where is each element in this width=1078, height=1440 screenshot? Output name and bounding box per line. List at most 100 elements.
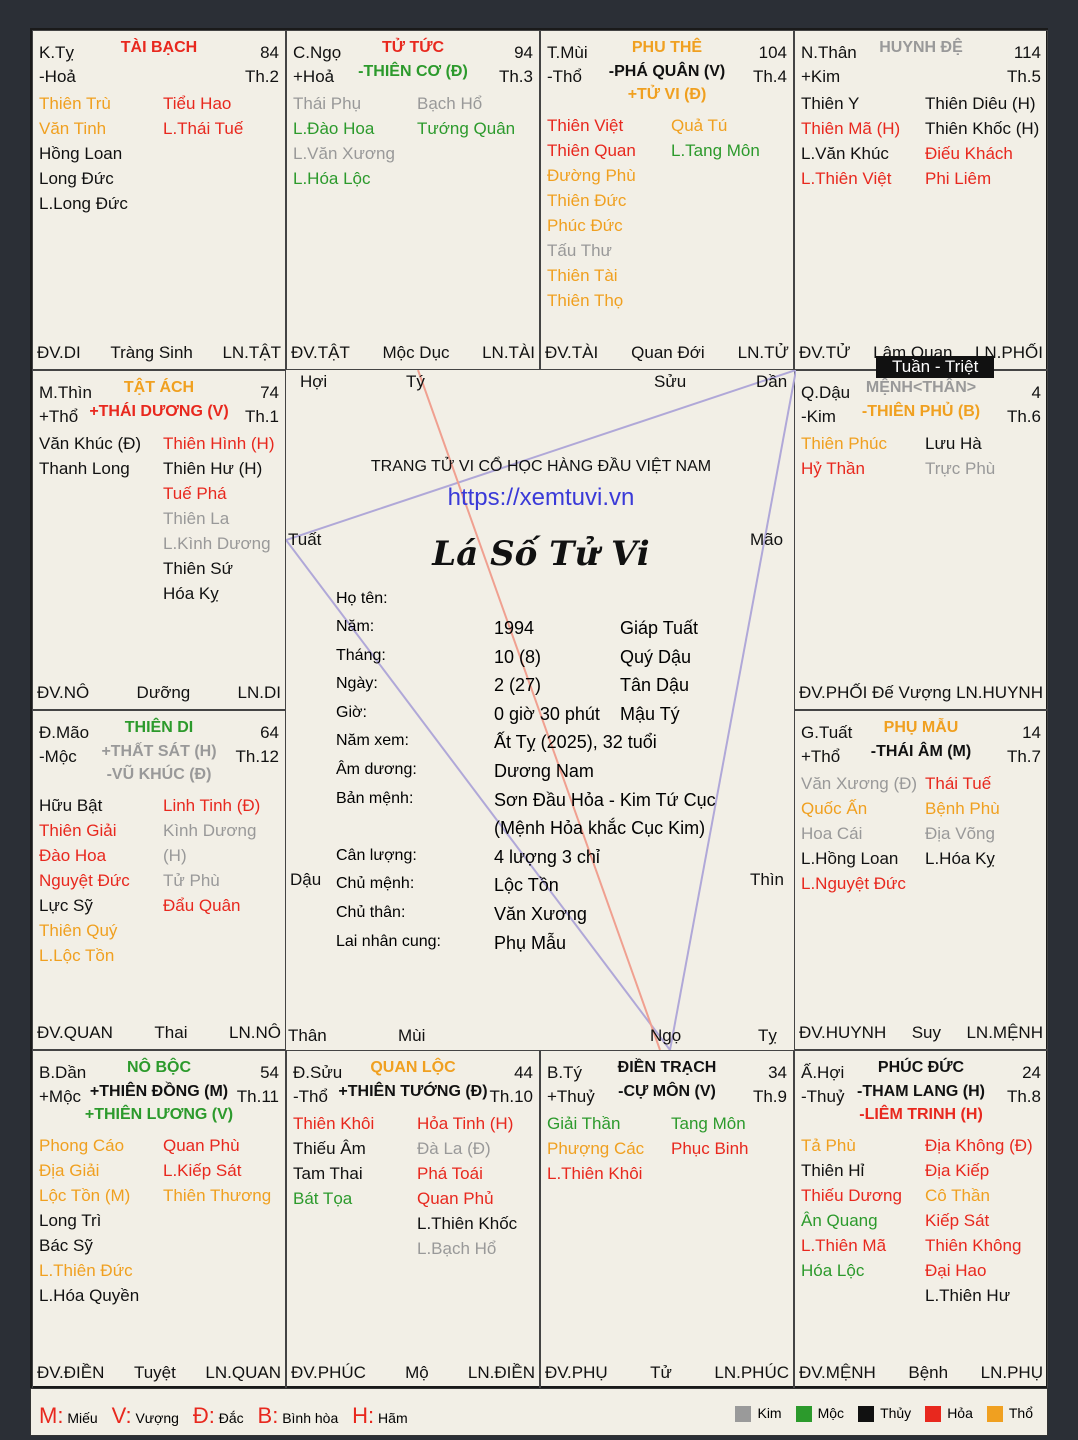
chart-board: K.Tỵ -Hoả TÀI BẠCH 84 Th.2 Thiên Trù Văn Tinh H…	[30, 28, 1048, 1390]
truong-sinh-label: Tử	[650, 1363, 672, 1382]
palace-footer: ĐV.PHÚC Mộ LN.ĐIỀN	[291, 1363, 535, 1383]
palace-stem-branch: G.Tuất	[801, 723, 853, 742]
major-star: +THẤT SÁT (H)	[101, 743, 217, 760]
info-value: 2 (27)	[494, 675, 542, 696]
minor-star: Nguyệt Đức	[39, 871, 130, 890]
minor-stars-left: Giải Thần Phượng Các L.Thiên Khôi	[547, 1111, 644, 1186]
info-label: Cân lượng:	[336, 846, 417, 864]
minor-stars-left: Thiên Phúc Hỷ Thần	[801, 431, 887, 481]
palace-age: 114	[1013, 43, 1041, 62]
minor-star: Thiên Việt	[547, 116, 624, 135]
major-star: -THAM LANG (H)	[857, 1083, 985, 1100]
element-swatch	[795, 1406, 812, 1423]
minor-star: Địa Kiếp	[925, 1161, 990, 1180]
minor-star: L.Bạch Hổ	[417, 1239, 497, 1258]
info-label: Năm xem:	[336, 732, 409, 750]
luu-nien-label: LN.QUAN	[205, 1363, 281, 1382]
minor-star: Thiên Sứ	[163, 559, 233, 578]
dai-van-label: ĐV.QUAN	[37, 1023, 113, 1042]
minor-star: Tang Môn	[671, 1114, 746, 1133]
truong-sinh-label: Dưỡng	[136, 683, 191, 702]
palace-element: +Hoả	[293, 67, 335, 86]
palace-month: Th.7	[1006, 747, 1041, 766]
palace-footer: ĐV.TÀI Quan Đới LN.TỬ	[545, 343, 789, 363]
branch-mui: Mùi	[398, 1026, 426, 1045]
minor-star: Hóa Lộc	[801, 1261, 865, 1280]
palace-tyrat: B.Tý +Thuỷ ĐIỀN TRẠCH 34 Th.9 -CỰ MÔN (V) Giải…	[540, 1050, 794, 1390]
minor-star: Thiên Không	[925, 1236, 1022, 1255]
legend-v-text: Vượng	[135, 1410, 179, 1426]
major-star: -THIÊN PHỦ (B)	[861, 403, 981, 420]
info-value: Sơn Đầu Hỏa - Kim Tứ Cục	[494, 789, 716, 810]
minor-star: Tuế Phá	[163, 484, 227, 503]
minor-stars-left: Thiên Việt Thiên Quan Đường Phù Thiên Đức Ph…	[547, 113, 636, 313]
palace-age: 54	[260, 1063, 279, 1082]
branch-mao: Mão	[750, 530, 784, 549]
truong-sinh-label: Suy	[911, 1023, 941, 1042]
info-value: Lộc Tồn	[494, 875, 559, 896]
minor-star: Thiên Thương	[163, 1186, 272, 1205]
info-value: 10 (8)	[494, 646, 542, 667]
minor-star: Đà La (Đ)	[417, 1139, 491, 1158]
truong-sinh-label: Mộc Dục	[382, 343, 450, 362]
info-label: Chủ thân:	[336, 904, 406, 921]
element-swatch	[986, 1406, 1003, 1423]
minor-star: Lộc Tồn (M)	[39, 1186, 131, 1205]
palace-name: PHÚC ĐỨC	[877, 1059, 965, 1076]
info-value: Dương Nam	[494, 761, 594, 781]
luu-nien-label: LN.MỆNH	[966, 1023, 1043, 1042]
palace-thin: M.Thìn +Thổ TẬT ÁCH 74 Th.1 +THÁI DƯƠNG (V) Vă…	[32, 370, 286, 710]
minor-star: Trực Phù	[925, 459, 996, 478]
minor-star: L.Thiên Việt	[801, 169, 892, 188]
minor-star: Địa Giải	[39, 1161, 100, 1180]
minor-stars-right: Thiên Hình (H) Thiên Hư (H) Tuế Phá Thiên L…	[163, 431, 274, 606]
palace-month: Th.3	[498, 67, 533, 86]
palace-month: Th.4	[752, 67, 787, 86]
element-name: Mộc	[817, 1405, 845, 1421]
minor-star: L.Thiên Mã	[801, 1236, 887, 1255]
palace-footer: ĐV.NÔ Dưỡng LN.DI	[37, 683, 281, 703]
palace-name: MỆNH<THÂN>	[865, 379, 977, 396]
minor-star: Quan Phủ	[417, 1189, 494, 1208]
palace-month: Th.2	[244, 67, 279, 86]
truong-sinh-label: Mộ	[405, 1363, 429, 1382]
palace-element: -Thuỷ	[801, 1087, 845, 1106]
minor-star: Quốc Ấn	[801, 799, 868, 818]
minor-stars-left: Thái Phụ L.Đào Hoa L.Văn Xương L.Hóa Lộc	[293, 91, 395, 191]
element-name: Thủy	[880, 1405, 912, 1421]
minor-star: Văn Xương (Đ)	[801, 774, 918, 793]
luu-nien-label: LN.TẬT	[222, 343, 281, 362]
branch-tuat: Tuất	[288, 530, 322, 549]
luu-nien-label: LN.PHÚC	[714, 1363, 789, 1382]
minor-star: L.Tang Môn	[671, 141, 760, 160]
minor-star: Đại Hao	[925, 1261, 987, 1280]
minor-stars-right: Quan Phù L.Kiếp Sát Thiên Thương	[163, 1133, 271, 1208]
palace-stem-branch: M.Thìn	[39, 383, 92, 402]
info-value: 1994	[494, 618, 535, 638]
major-star: +TỬ VI (Đ)	[627, 86, 707, 103]
minor-star: Thiếu Âm	[293, 1139, 366, 1158]
palace-mao: Đ.Mão -Mộc THIÊN DI 64 Th.12 +THẤT SÁT (H) -VŨ…	[32, 710, 286, 1050]
minor-star: L.Hóa Quyền	[39, 1286, 140, 1305]
minor-star: Tả Phù	[801, 1136, 856, 1155]
site-url[interactable]: https://xemtuvi.vn	[447, 484, 635, 511]
branch-ty-rat: Tý	[406, 372, 425, 391]
minor-star: Tam Thai	[293, 1164, 363, 1183]
element-legend-item: Kim	[735, 1405, 782, 1423]
major-star: -THIÊN CƠ (Đ)	[358, 63, 468, 80]
palace-name: THIÊN DI	[124, 719, 194, 736]
major-star: -LIÊM TRINH (H)	[859, 1106, 983, 1123]
minor-star: Địa Võng	[925, 824, 995, 843]
element-name: Thổ	[1008, 1405, 1033, 1421]
info-value: Phụ Mẫu	[494, 932, 567, 953]
minor-stars-left: Thiên Khôi Thiếu Âm Tam Thai Bát Tọa	[293, 1111, 374, 1211]
branch-ty-snake: Tỵ	[758, 1026, 777, 1045]
minor-star: Văn Tinh	[39, 119, 107, 138]
minor-star: Lực Sỹ	[39, 896, 93, 915]
palace-age: 64	[260, 723, 279, 742]
palace-age: 74	[260, 383, 279, 402]
minor-star: L.Thái Tuế	[163, 119, 244, 138]
minor-star: Văn Khúc (Đ)	[39, 434, 142, 453]
legend-m-key: M:	[39, 1403, 64, 1428]
palace-footer: ĐV.QUAN Thai LN.NÔ	[37, 1023, 281, 1043]
